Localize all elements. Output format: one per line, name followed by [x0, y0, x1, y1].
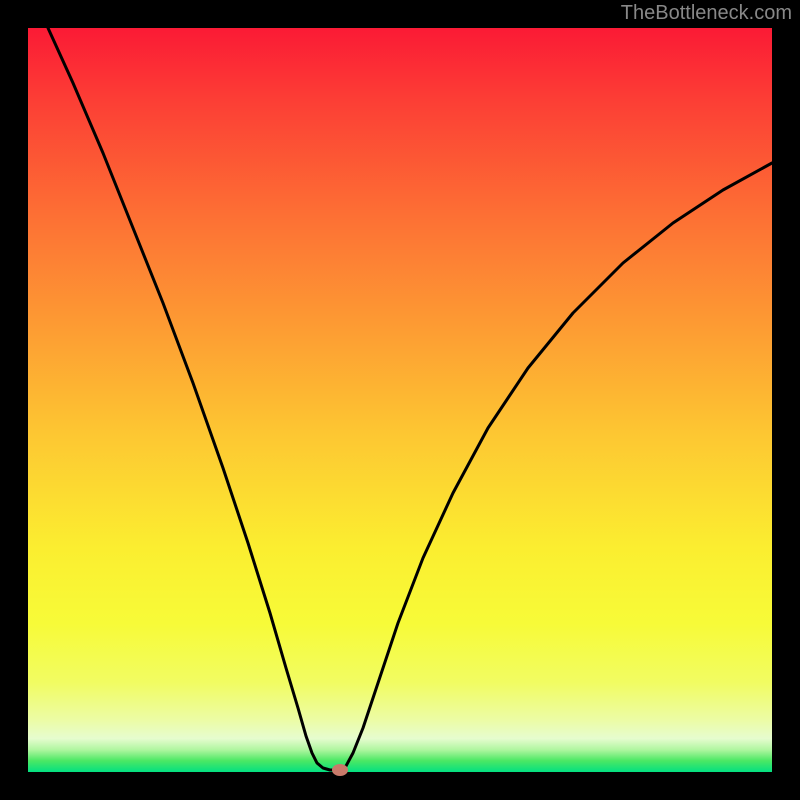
bottleneck-curve [28, 28, 772, 772]
plot-area [28, 28, 772, 772]
optimal-point-marker [332, 764, 348, 776]
curve-path [48, 28, 772, 770]
watermark-text: TheBottleneck.com [621, 2, 792, 25]
